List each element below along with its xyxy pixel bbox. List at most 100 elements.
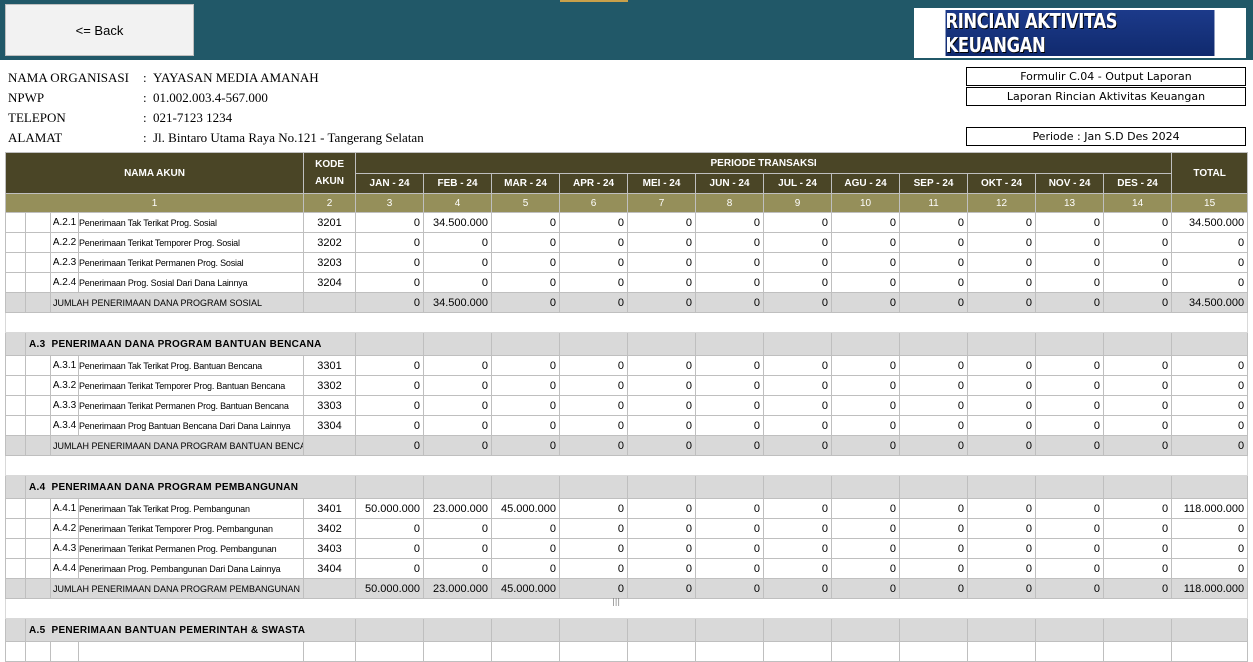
- month-value[interactable]: 0: [831, 272, 901, 293]
- month-value[interactable]: 0: [695, 232, 765, 253]
- month-value[interactable]: 0: [967, 538, 1037, 559]
- month-value[interactable]: [491, 641, 561, 662]
- month-value[interactable]: 0: [559, 252, 629, 273]
- month-value[interactable]: 0: [763, 518, 833, 539]
- month-value[interactable]: 0: [559, 498, 629, 519]
- month-value[interactable]: [695, 641, 765, 662]
- month-value[interactable]: 0: [627, 558, 697, 579]
- month-value[interactable]: 0: [695, 212, 765, 233]
- month-value[interactable]: 0: [559, 232, 629, 253]
- month-value[interactable]: 0: [763, 395, 833, 416]
- month-value[interactable]: 0: [763, 498, 833, 519]
- month-value[interactable]: 0: [831, 498, 901, 519]
- month-value[interactable]: 0: [899, 538, 969, 559]
- month-value[interactable]: 0: [1035, 355, 1105, 376]
- month-value[interactable]: 0: [559, 272, 629, 293]
- month-value[interactable]: 0: [423, 232, 493, 253]
- month-value[interactable]: 0: [831, 415, 901, 436]
- month-value[interactable]: 0: [1035, 558, 1105, 579]
- month-value[interactable]: 0: [423, 395, 493, 416]
- month-value[interactable]: 0: [423, 252, 493, 273]
- month-value[interactable]: 0: [763, 355, 833, 376]
- month-value[interactable]: 0: [627, 272, 697, 293]
- month-value[interactable]: 0: [627, 415, 697, 436]
- month-value[interactable]: 0: [831, 252, 901, 273]
- month-value[interactable]: 0: [423, 558, 493, 579]
- month-value[interactable]: 0: [355, 415, 425, 436]
- month-value[interactable]: 0: [627, 355, 697, 376]
- month-value[interactable]: 0: [899, 212, 969, 233]
- month-value[interactable]: 0: [1103, 355, 1173, 376]
- month-value[interactable]: 0: [967, 355, 1037, 376]
- resize-grip-icon[interactable]: |||: [612, 597, 621, 606]
- month-value[interactable]: 0: [899, 272, 969, 293]
- month-value[interactable]: 0: [355, 518, 425, 539]
- month-value[interactable]: 0: [1035, 518, 1105, 539]
- month-value[interactable]: 34.500.000: [423, 212, 493, 233]
- month-value[interactable]: 0: [831, 395, 901, 416]
- month-value[interactable]: 23.000.000: [423, 498, 493, 519]
- month-value[interactable]: 0: [491, 538, 561, 559]
- month-value[interactable]: 0: [899, 518, 969, 539]
- month-value[interactable]: 0: [967, 272, 1037, 293]
- month-value[interactable]: 0: [831, 518, 901, 539]
- month-value[interactable]: 0: [763, 232, 833, 253]
- back-button[interactable]: <= Back: [5, 4, 194, 56]
- month-value[interactable]: 0: [763, 252, 833, 273]
- month-value[interactable]: 0: [627, 538, 697, 559]
- month-value[interactable]: 0: [1035, 538, 1105, 559]
- month-value[interactable]: 0: [491, 212, 561, 233]
- month-value[interactable]: 0: [1103, 498, 1173, 519]
- month-value[interactable]: 0: [763, 375, 833, 396]
- month-value[interactable]: 0: [1035, 232, 1105, 253]
- month-value[interactable]: 0: [695, 252, 765, 273]
- month-value[interactable]: 0: [559, 538, 629, 559]
- month-value[interactable]: 0: [559, 395, 629, 416]
- month-value[interactable]: 0: [491, 518, 561, 539]
- month-value[interactable]: 0: [831, 538, 901, 559]
- month-value[interactable]: 0: [899, 395, 969, 416]
- month-value[interactable]: 0: [695, 558, 765, 579]
- month-value[interactable]: 0: [695, 355, 765, 376]
- month-value[interactable]: 0: [355, 395, 425, 416]
- month-value[interactable]: 0: [695, 375, 765, 396]
- month-value[interactable]: 0: [899, 375, 969, 396]
- month-value[interactable]: 0: [423, 272, 493, 293]
- month-value[interactable]: 0: [695, 498, 765, 519]
- month-value[interactable]: 0: [491, 252, 561, 273]
- month-value[interactable]: 0: [899, 558, 969, 579]
- month-value[interactable]: 0: [559, 415, 629, 436]
- month-value[interactable]: 0: [355, 212, 425, 233]
- month-value[interactable]: [1103, 641, 1173, 662]
- month-value[interactable]: 0: [899, 232, 969, 253]
- month-value[interactable]: 0: [1035, 498, 1105, 519]
- month-value[interactable]: 0: [1103, 232, 1173, 253]
- month-value[interactable]: [559, 641, 629, 662]
- month-value[interactable]: 50.000.000: [355, 498, 425, 519]
- month-value[interactable]: 0: [1103, 558, 1173, 579]
- month-value[interactable]: 0: [831, 232, 901, 253]
- month-value[interactable]: 0: [763, 538, 833, 559]
- month-value[interactable]: 0: [967, 232, 1037, 253]
- month-value[interactable]: 0: [831, 375, 901, 396]
- month-value[interactable]: 0: [695, 415, 765, 436]
- month-value[interactable]: 0: [831, 212, 901, 233]
- month-value[interactable]: [423, 641, 493, 662]
- month-value[interactable]: 0: [559, 355, 629, 376]
- month-value[interactable]: 0: [967, 558, 1037, 579]
- month-value[interactable]: 0: [491, 395, 561, 416]
- month-value[interactable]: 0: [763, 558, 833, 579]
- month-value[interactable]: 0: [559, 212, 629, 233]
- month-value[interactable]: 0: [559, 558, 629, 579]
- month-value[interactable]: 0: [1103, 252, 1173, 273]
- month-value[interactable]: [831, 641, 901, 662]
- month-value[interactable]: 0: [559, 375, 629, 396]
- month-value[interactable]: 0: [627, 395, 697, 416]
- month-value[interactable]: 0: [627, 375, 697, 396]
- month-value[interactable]: 0: [627, 518, 697, 539]
- month-value[interactable]: 0: [627, 498, 697, 519]
- month-value[interactable]: 0: [423, 518, 493, 539]
- month-value[interactable]: 45.000.000: [491, 498, 561, 519]
- month-value[interactable]: 0: [899, 355, 969, 376]
- month-value[interactable]: 0: [1035, 415, 1105, 436]
